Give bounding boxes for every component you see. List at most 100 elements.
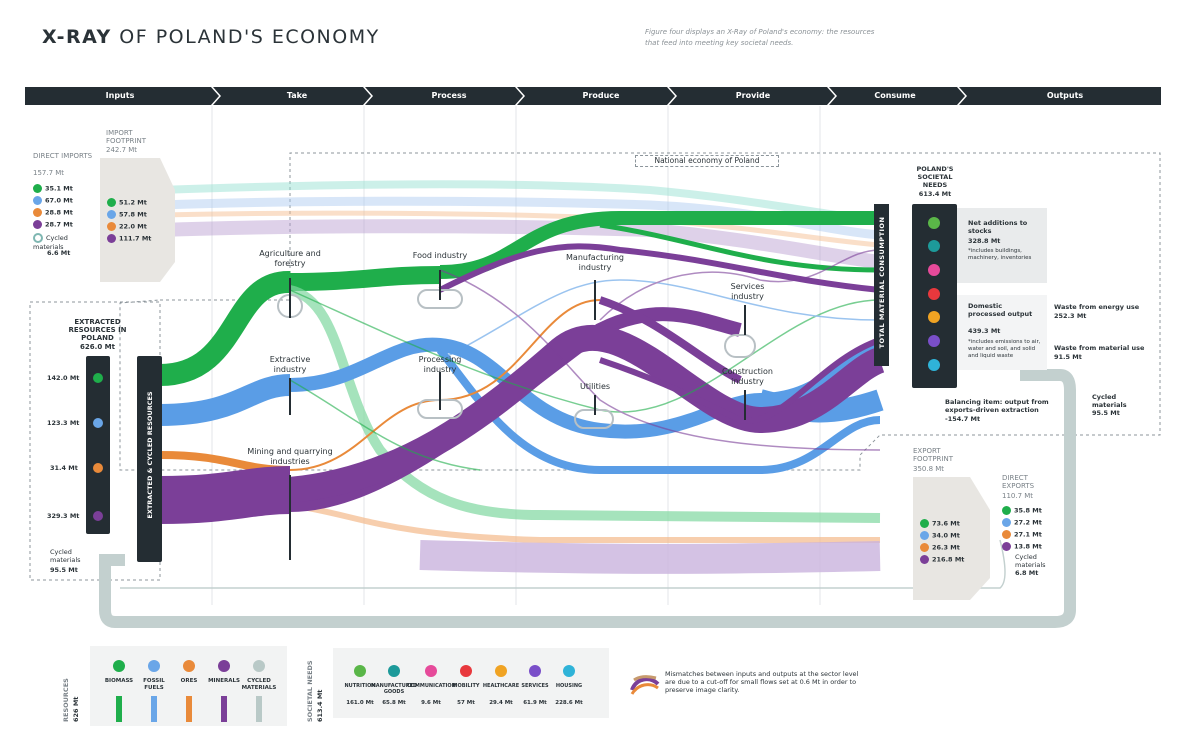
legend-resources-total: 626 Mt (72, 696, 80, 722)
legend-need-label: HOUSING (555, 683, 583, 689)
biomass-icon (33, 184, 42, 193)
legend-need-value: 61.9 Mt (523, 700, 547, 706)
direct-import-ores: 28.8 Mt (33, 208, 73, 217)
extracted-cycled-bar (137, 356, 162, 562)
waste-energy-val: 252.3 Mt (1054, 312, 1087, 320)
national-economy-label: National economy of Poland (635, 155, 779, 167)
mobility-icon (460, 665, 472, 677)
minerals-flows (159, 243, 886, 574)
minor-flows (289, 249, 881, 471)
stage-inputs: Inputs (105, 91, 135, 100)
manufactured-goods-icon (928, 240, 940, 252)
sector-food: Food industry (412, 251, 468, 260)
direct-export-biomass: 35.8 Mt (1002, 506, 1042, 515)
import-footprint-biomass: 51.2 Mt (107, 198, 147, 207)
legend-resource-label: BIOMASS (104, 678, 134, 684)
legend-resource-swatch (256, 696, 262, 722)
societal-label: POLAND'S SOCIETAL NEEDS (916, 165, 954, 189)
legend-need-label: HEALTHCARE (482, 683, 520, 689)
net-additions-area (957, 208, 1047, 283)
legend-resource-label: ORES (180, 678, 198, 684)
stage-provide: Provide (735, 91, 771, 100)
minerals-icon (920, 555, 929, 564)
legend-need-label: MANUFACTURED GOODS (370, 683, 418, 695)
direct-export-minerals: 13.8 Mt (1002, 542, 1042, 551)
stage-bar: Inputs Take Process Produce Provide Cons… (25, 87, 1161, 105)
legend-need-label: NUTRITION (344, 683, 376, 689)
nutrition-icon (354, 665, 366, 677)
sector-utilities: Utilities (579, 382, 611, 391)
legend-need-value: 228.6 Mt (555, 700, 583, 706)
stage-take: Take (286, 91, 308, 100)
dpo-label: Domestic processed output (968, 302, 1033, 318)
extracted-minerals: 329.3 Mt (47, 512, 80, 520)
legend-need-value: 57 Mt (457, 700, 475, 706)
direct-imports-total: 157.7 Mt (33, 169, 65, 177)
direct-export-cycled: Cycled materials (1015, 553, 1046, 569)
cycled-icon (33, 233, 43, 243)
sector-mining: Mining and quarrying industries (247, 447, 333, 466)
outputs-cycled-val: 95.5 Mt (1092, 409, 1120, 417)
import-footprint-fossil: 57.8 Mt (107, 210, 147, 219)
cycled-loop (99, 369, 1076, 628)
extracted-column (86, 356, 110, 534)
sector-agriculture: Agriculture and forestry (259, 249, 321, 268)
sector-markers (289, 270, 746, 560)
legend-resource-swatch (221, 696, 227, 722)
waste-material-label: Waste from material use (1054, 344, 1145, 352)
sector-services: Services industry (730, 282, 765, 301)
minerals-icon (218, 660, 230, 672)
societal-total: 613.4 Mt (918, 190, 952, 198)
import-footprint-label: IMPORT FOOTPRINT (106, 129, 146, 145)
import-footprint-minerals: 111.7 Mt (107, 234, 151, 243)
fossil-fuels-icon (920, 531, 929, 540)
biomass-icon (920, 519, 929, 528)
minerals-icon (33, 220, 42, 229)
extracted-ores: 31.4 Mt (50, 464, 78, 472)
dpo-area (957, 295, 1047, 370)
sector-construction: Construction industry (722, 367, 773, 386)
mismatch-icon (630, 675, 660, 695)
export-footprint-fossil: 34.0 Mt (920, 531, 960, 540)
housing-icon (928, 359, 940, 371)
direct-import-fossil: 67.0 Mt (33, 196, 73, 205)
manufactured-goods-icon (388, 665, 400, 677)
sector-extractive: Extractive industry (269, 355, 311, 374)
outputs-cycled: Cycled materials (1092, 393, 1127, 409)
export-footprint-label: EXPORT FOOTPRINT (913, 447, 953, 463)
dpo-val: 439.3 Mt (968, 327, 1001, 335)
direct-export-cycled-val: 6.8 Mt (1015, 569, 1039, 577)
extracted-total: 626.0 Mt (80, 343, 115, 351)
services-icon (529, 665, 541, 677)
fossil-fuels-icon (148, 660, 160, 672)
dpo-note: *includes emissions to air, water and so… (968, 339, 1041, 359)
legend-needs-total: 613.4 Mt (316, 689, 324, 722)
extracted-label: EXTRACTED RESOURCES IN POLAND (68, 318, 127, 342)
direct-import-cycled: Cycled materials (33, 233, 68, 251)
direct-import-minerals: 28.7 Mt (33, 220, 73, 229)
import-footprint-shape (100, 158, 175, 282)
communication-icon (425, 665, 437, 677)
export-footprint-minerals: 216.8 Mt (920, 555, 964, 564)
direct-import-biomass: 35.1 Mt (33, 184, 73, 193)
legend-resource-swatch (116, 696, 122, 722)
stage-produce: Produce (582, 91, 620, 100)
page-title: X-RAY OF POLAND'S ECONOMY (42, 26, 380, 48)
waste-energy-label: Waste from energy use (1054, 303, 1140, 311)
nutrition-icon (928, 217, 940, 229)
inputs-boundary (29, 301, 161, 581)
sector-processing: Processing industry (418, 355, 462, 374)
fossil-fuels-icon (1002, 518, 1011, 527)
legend-need-value: 29.4 Mt (489, 700, 513, 706)
biomass-icon (113, 660, 125, 672)
direct-import-cycled-val: 6.6 Mt (47, 249, 71, 257)
intro-note: Figure four displays an X-Ray of Poland'… (645, 28, 875, 47)
legend-need-label: COMMUNICATION (407, 683, 456, 689)
minerals-icon (93, 511, 103, 521)
direct-export-ores: 27.1 Mt (1002, 530, 1042, 539)
extracted-biomass: 142.0 Mt (47, 374, 80, 382)
healthcare-icon (928, 311, 940, 323)
balancing-label: Balancing item: output from exports-driv… (945, 398, 1049, 414)
legend-need-value: 161.0 Mt (346, 700, 374, 706)
waste-material-val: 91.5 Mt (1054, 353, 1082, 361)
